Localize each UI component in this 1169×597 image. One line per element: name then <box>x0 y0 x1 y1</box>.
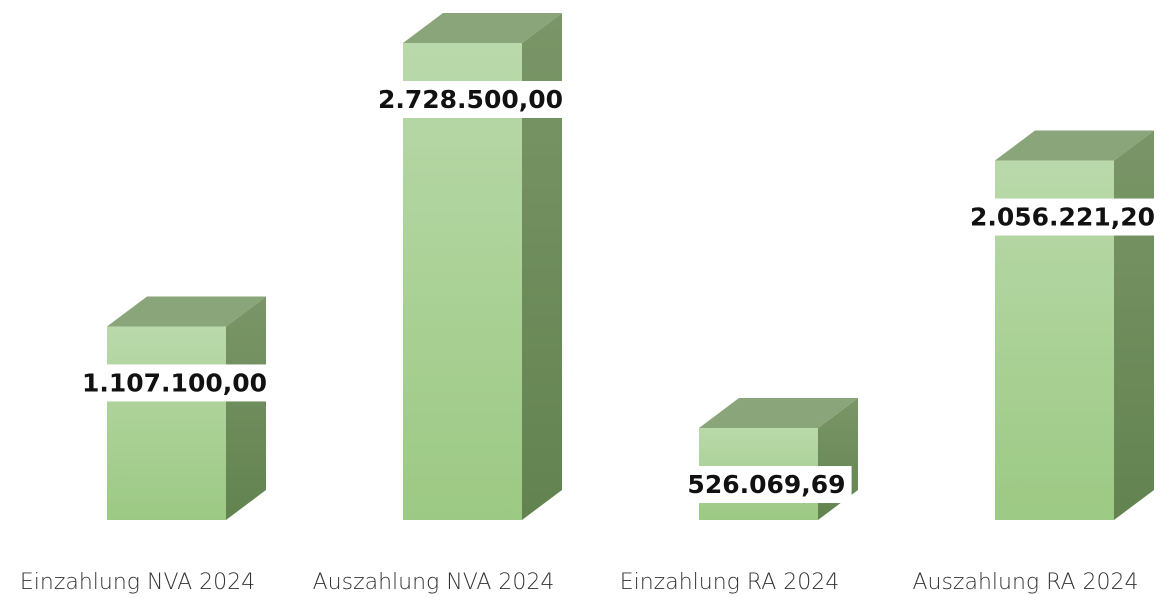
bar-front <box>107 326 226 520</box>
value-label-bg <box>371 81 570 118</box>
bar <box>107 296 266 520</box>
bar-front <box>403 43 522 520</box>
x-tick-label: Auszahlung RA 2024 <box>912 570 1138 595</box>
value-label-bg <box>963 198 1162 236</box>
value-label: 1.107.100,00 <box>82 368 267 397</box>
bar-side <box>1114 130 1154 520</box>
value-label: 2.056.221,20 <box>970 203 1155 232</box>
value-label: 2.728.500,00 <box>378 85 563 114</box>
bar <box>995 130 1154 520</box>
x-tick-label: Auszahlung NVA 2024 <box>313 570 555 595</box>
bar-top <box>699 398 858 429</box>
bar-top <box>995 130 1154 161</box>
value-label-bg <box>75 364 274 402</box>
value-label-bg <box>681 466 852 504</box>
x-tick-label: Einzahlung NVA 2024 <box>20 570 255 595</box>
bar-top <box>403 13 562 43</box>
bar-top <box>107 296 266 327</box>
bar <box>403 13 562 520</box>
value-label: 526.069,69 <box>687 470 845 499</box>
bar-side <box>226 296 266 520</box>
x-tick-label: Einzahlung RA 2024 <box>620 570 840 595</box>
bar-side <box>522 13 562 520</box>
